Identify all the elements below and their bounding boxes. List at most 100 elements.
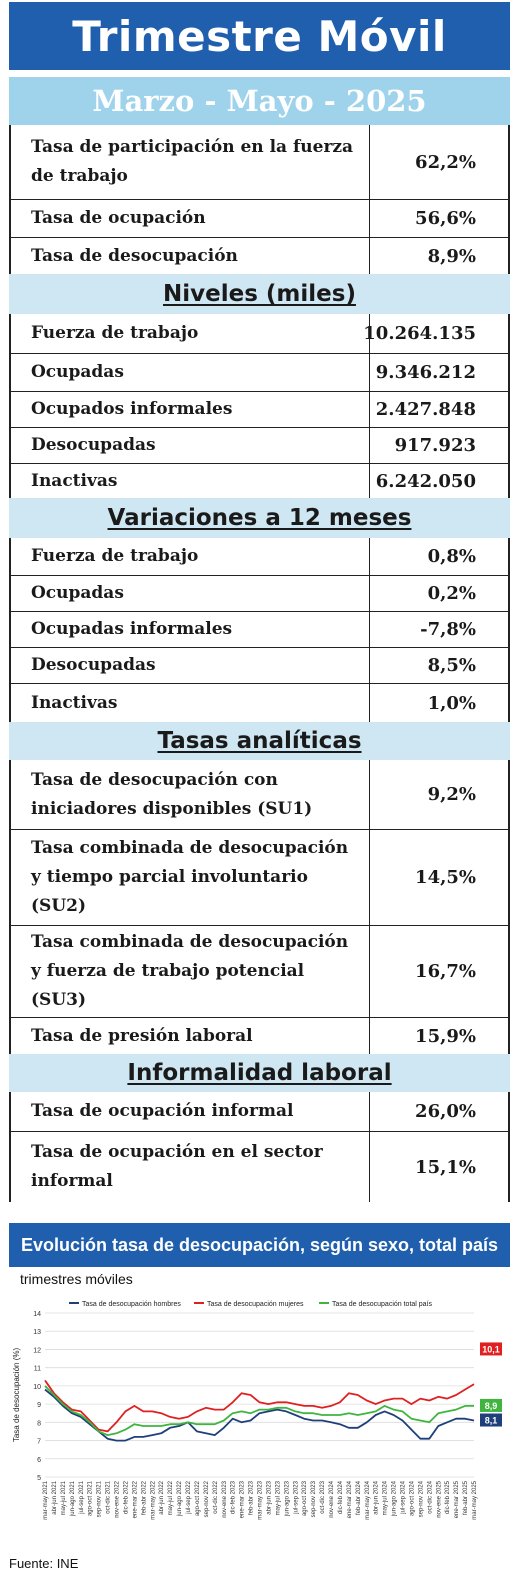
y-tick-label: 9 [37, 1402, 41, 1409]
x-tick-label: abr-jun 2022 [159, 1480, 165, 1514]
end-label: 8,9 [485, 1401, 498, 1411]
table-row: Desocupadas 8,5% [9, 648, 510, 684]
row-value: 1,0% [369, 684, 510, 722]
x-tick-label: mar-may 2024 [365, 1480, 371, 1519]
x-tick-label: sep-nov 2023 [311, 1480, 317, 1517]
row-label: Tasa de ocupación en el sector informal [31, 1142, 323, 1191]
table-row: Ocupados informales 2.427.848 [9, 392, 510, 428]
x-tick-label: jun-ago 2024 [392, 1480, 398, 1517]
table-row: Tasa combinada de desocupación y tiempo … [9, 830, 510, 926]
row-value: 2.427.848 [369, 392, 510, 427]
table-row: Fuerza de trabajo 10.264.135 [9, 314, 510, 354]
row-value: 8,9% [369, 238, 510, 274]
table-row: Ocupadas 0,2% [9, 576, 510, 612]
x-tick-label: ago-oct 2024 [409, 1480, 415, 1516]
x-tick-label: mar-may 2022 [150, 1480, 156, 1519]
section-title: Tasas analíticas [157, 728, 362, 754]
section-niveles: Niveles (miles) [9, 274, 510, 314]
x-tick-label: abr-jun 2024 [374, 1480, 380, 1514]
series-line [44, 1379, 475, 1433]
series-line [44, 1385, 474, 1437]
row-value: 26,0% [369, 1092, 510, 1131]
x-tick-label: may-jul 2021 [61, 1480, 67, 1515]
y-tick-label: 5 [37, 1475, 41, 1482]
table-row: Tasa de participación en la fuerza de tr… [9, 125, 510, 200]
chart-subtitle: trimestres móviles [20, 1271, 133, 1287]
y-tick-label: 14 [33, 1311, 41, 1318]
main-title: Trimestre Móvil [9, 2, 510, 70]
x-tick-label: nov-ene 2025 [436, 1480, 442, 1517]
x-tick-label: abr-jun 2021 [52, 1480, 58, 1514]
unemployment-chart: 5 6 7 8 9 10 11 12 13 14 mar-may 2021 abr-jun 2021 m… [9, 1291, 510, 1556]
x-tick-label: jun-ago 2023 [284, 1480, 290, 1517]
x-tick-label: mar-may 2023 [258, 1480, 264, 1519]
row-label: Tasa de desocupación [31, 245, 238, 266]
row-value: 15,9% [369, 1018, 510, 1054]
x-tick-label: mar-may 2025 [472, 1480, 478, 1519]
x-tick-label: ene-mar 2022 [132, 1480, 138, 1518]
row-value: 0,8% [369, 538, 510, 575]
x-tick-label: oct-dic 2023 [320, 1480, 326, 1513]
row-value: 56,6% [369, 200, 510, 237]
row-label: Tasa combinada de desocupación y tiempo … [31, 838, 349, 916]
chart-title-text: Evolución tasa de desocupación, según se… [20, 1234, 499, 1255]
legend-label: Tasa de desocupación mujeres [207, 1301, 304, 1308]
table-row: Inactivas 1,0% [9, 684, 510, 722]
row-value: 10.264.135 [363, 314, 510, 353]
section-variaciones: Variaciones a 12 meses [9, 498, 510, 538]
table-row: Tasa de desocupación 8,9% [9, 238, 510, 274]
x-tick-label: oct-dic 2022 [213, 1480, 219, 1513]
period-header: Marzo - Mayo - 2025 [9, 77, 510, 125]
table-row: Tasa combinada de desocupación y fuerza … [9, 926, 510, 1018]
period-text: Marzo - Mayo - 2025 [92, 84, 427, 118]
table-row: Inactivas 6.242.050 [9, 464, 510, 498]
row-value: 6.242.050 [369, 464, 510, 498]
legend-label: Tasa de desocupación hombres [82, 1301, 181, 1308]
row-label: Tasa de ocupación informal [31, 1101, 294, 1121]
row-value: 9,2% [369, 760, 510, 829]
row-label: Desocupadas [31, 435, 156, 455]
row-value: 14,5% [369, 830, 510, 925]
row-label: Ocupadas [31, 583, 124, 603]
row-value: 917.923 [369, 428, 510, 463]
table-right-border [508, 125, 510, 1202]
y-tick-label: 6 [37, 1457, 41, 1464]
row-label: Fuerza de trabajo [31, 546, 199, 566]
end-label: 8,1 [485, 1416, 498, 1426]
table-row: Tasa de desocupación con iniciadores dis… [9, 760, 510, 830]
row-value: 16,7% [369, 926, 510, 1017]
x-tick-label: jun-ago 2022 [177, 1480, 183, 1517]
row-value: 9.346.212 [369, 354, 510, 391]
x-tick-label: oct-dic 2024 [427, 1480, 433, 1513]
x-tick-label: feb-abr 2024 [356, 1480, 362, 1515]
section-title: Niveles (miles) [163, 281, 356, 307]
end-label-box [480, 1342, 502, 1356]
table-row: Fuerza de trabajo 0,8% [9, 538, 510, 576]
table-row: Ocupadas informales -7,8% [9, 612, 510, 648]
x-tick-label: oct-dic 2021 [106, 1480, 112, 1513]
section-title: Informalidad laboral [127, 1060, 392, 1086]
source-note: Fuente: INE [9, 1556, 79, 1571]
chart-title: Evolución tasa de desocupación, según se… [9, 1223, 510, 1267]
series-line [44, 1388, 475, 1442]
table-row: Tasa de ocupación 56,6% [9, 200, 510, 238]
row-label: Ocupadas informales [31, 619, 233, 639]
row-label: Ocupadas [31, 362, 124, 382]
table-row: Tasa de presión laboral 15,9% [9, 1018, 510, 1054]
x-tick-label: abr-jun 2023 [266, 1480, 272, 1514]
row-value: 8,5% [369, 648, 510, 683]
x-tick-label: nov-ene 2024 [329, 1480, 335, 1517]
y-axis-label: Tasa de desocupación (%) [12, 1348, 21, 1443]
row-label: Tasa combinada de desocupación y fuerza … [31, 932, 349, 1010]
row-label: Tasa de participación en la fuerza de tr… [31, 137, 354, 186]
x-tick-label: dic-feb 2024 [338, 1480, 344, 1514]
row-label: Inactivas [31, 470, 118, 491]
x-tick-label: jul-sep 2022 [186, 1480, 192, 1514]
y-tick-label: 12 [33, 1347, 41, 1354]
x-tick-label: dic-feb 2022 [123, 1480, 129, 1514]
y-tick-label: 13 [33, 1329, 41, 1336]
x-tick-label: ene-mar 2024 [347, 1480, 353, 1518]
x-tick-label: may-jul 2024 [383, 1480, 389, 1515]
x-tick-label: mar-may 2021 [43, 1480, 49, 1519]
